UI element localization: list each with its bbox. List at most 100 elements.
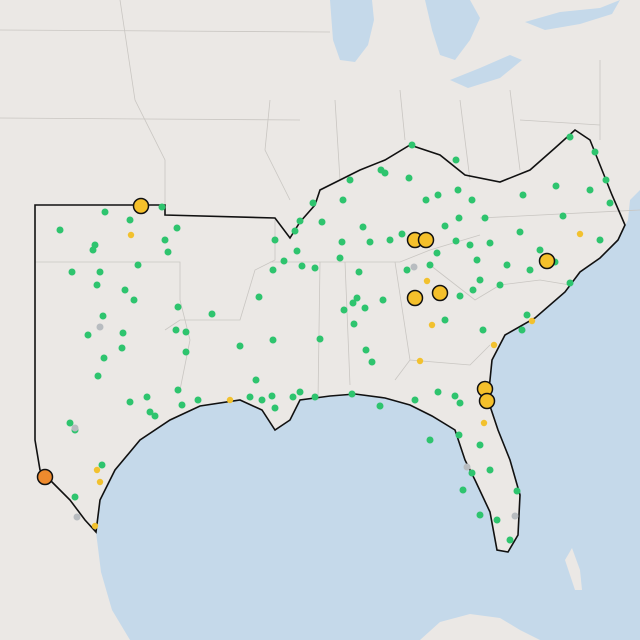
site-marker[interactable]: [318, 218, 326, 226]
site-marker[interactable]: [602, 176, 610, 184]
alert-marker[interactable]: [417, 231, 435, 249]
site-marker[interactable]: [536, 246, 544, 254]
site-marker[interactable]: [476, 276, 484, 284]
site-marker[interactable]: [258, 396, 266, 404]
site-marker[interactable]: [398, 230, 406, 238]
site-marker[interactable]: [126, 398, 134, 406]
site-marker[interactable]: [56, 226, 64, 234]
site-marker[interactable]: [174, 303, 182, 311]
site-marker[interactable]: [379, 296, 387, 304]
site-marker[interactable]: [566, 279, 574, 287]
site-marker[interactable]: [479, 326, 487, 334]
warning-marker[interactable]: [428, 321, 436, 329]
site-marker[interactable]: [71, 493, 79, 501]
site-marker[interactable]: [476, 441, 484, 449]
site-marker[interactable]: [381, 169, 389, 177]
site-marker[interactable]: [178, 401, 186, 409]
site-marker[interactable]: [451, 392, 459, 400]
warning-marker[interactable]: [490, 341, 498, 349]
site-marker[interactable]: [99, 312, 107, 320]
site-marker[interactable]: [118, 344, 126, 352]
warning-marker[interactable]: [480, 419, 488, 427]
warning-marker[interactable]: [576, 230, 584, 238]
site-marker[interactable]: [134, 261, 142, 269]
site-marker[interactable]: [513, 487, 521, 495]
site-marker[interactable]: [143, 393, 151, 401]
site-marker[interactable]: [596, 236, 604, 244]
site-marker[interactable]: [473, 256, 481, 264]
site-marker[interactable]: [182, 328, 190, 336]
site-marker[interactable]: [164, 248, 172, 256]
site-marker[interactable]: [289, 393, 297, 401]
site-marker[interactable]: [296, 217, 304, 225]
site-marker[interactable]: [496, 281, 504, 289]
site-marker[interactable]: [339, 196, 347, 204]
site-marker[interactable]: [346, 176, 354, 184]
site-marker[interactable]: [526, 266, 534, 274]
warning-marker[interactable]: [91, 522, 99, 530]
site-marker[interactable]: [476, 511, 484, 519]
site-marker[interactable]: [172, 326, 180, 334]
site-marker[interactable]: [309, 199, 317, 207]
site-marker[interactable]: [311, 264, 319, 272]
site-marker[interactable]: [126, 216, 134, 224]
site-marker[interactable]: [566, 133, 574, 141]
site-marker[interactable]: [130, 296, 138, 304]
alert-marker[interactable]: [132, 197, 150, 215]
site-marker[interactable]: [349, 299, 357, 307]
site-marker[interactable]: [591, 148, 599, 156]
site-marker[interactable]: [422, 196, 430, 204]
site-marker[interactable]: [246, 393, 254, 401]
inactive-marker[interactable]: [73, 513, 81, 521]
site-marker[interactable]: [236, 342, 244, 350]
site-marker[interactable]: [519, 191, 527, 199]
site-marker[interactable]: [316, 335, 324, 343]
site-marker[interactable]: [269, 266, 277, 274]
inactive-marker[interactable]: [463, 463, 471, 471]
site-marker[interactable]: [146, 408, 154, 416]
site-marker[interactable]: [481, 214, 489, 222]
inactive-marker[interactable]: [410, 263, 418, 271]
site-marker[interactable]: [368, 358, 376, 366]
alert-marker[interactable]: [406, 289, 424, 307]
site-marker[interactable]: [441, 316, 449, 324]
site-marker[interactable]: [96, 268, 104, 276]
warning-marker[interactable]: [528, 317, 536, 325]
warning-marker[interactable]: [226, 396, 234, 404]
site-marker[interactable]: [158, 203, 166, 211]
site-marker[interactable]: [506, 536, 514, 544]
site-marker[interactable]: [403, 266, 411, 274]
site-marker[interactable]: [296, 388, 304, 396]
warning-marker[interactable]: [93, 466, 101, 474]
site-marker[interactable]: [366, 238, 374, 246]
warning-marker[interactable]: [423, 277, 431, 285]
site-marker[interactable]: [161, 236, 169, 244]
site-marker[interactable]: [208, 310, 216, 318]
site-marker[interactable]: [353, 294, 361, 302]
site-marker[interactable]: [252, 376, 260, 384]
site-marker[interactable]: [100, 354, 108, 362]
site-marker[interactable]: [361, 304, 369, 312]
site-marker[interactable]: [493, 516, 501, 524]
site-marker[interactable]: [586, 186, 594, 194]
site-marker[interactable]: [93, 281, 101, 289]
site-marker[interactable]: [503, 261, 511, 269]
site-marker[interactable]: [518, 326, 526, 334]
site-marker[interactable]: [338, 238, 346, 246]
site-marker[interactable]: [194, 396, 202, 404]
site-marker[interactable]: [268, 392, 276, 400]
site-marker[interactable]: [280, 257, 288, 265]
site-marker[interactable]: [426, 261, 434, 269]
site-marker[interactable]: [311, 393, 319, 401]
inactive-marker[interactable]: [96, 323, 104, 331]
site-marker[interactable]: [66, 419, 74, 427]
site-marker[interactable]: [121, 286, 129, 294]
site-marker[interactable]: [452, 156, 460, 164]
site-marker[interactable]: [269, 336, 277, 344]
site-marker[interactable]: [101, 208, 109, 216]
site-marker[interactable]: [469, 286, 477, 294]
site-marker[interactable]: [405, 174, 413, 182]
site-marker[interactable]: [359, 223, 367, 231]
site-marker[interactable]: [355, 268, 363, 276]
site-marker[interactable]: [89, 246, 97, 254]
